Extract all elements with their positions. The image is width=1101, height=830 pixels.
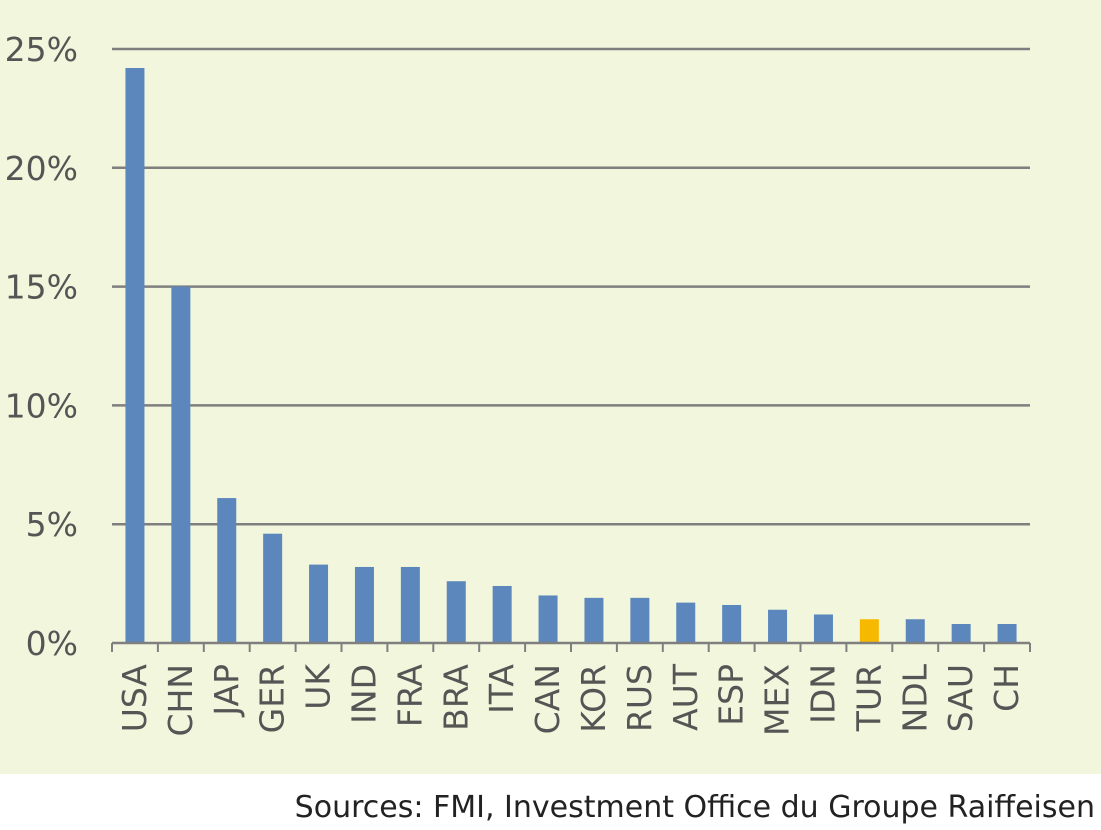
bar-mex bbox=[768, 609, 788, 643]
x-tick-label: AUT bbox=[666, 663, 705, 731]
bar-rus bbox=[630, 597, 650, 643]
bar-tur bbox=[859, 619, 879, 643]
x-tick-label: IDN bbox=[803, 664, 842, 724]
bar-uk bbox=[309, 564, 329, 643]
x-axis bbox=[111, 641, 1031, 652]
x-axis-tick-labels: USA CHN JAP GER UK IND FRA BRA ITA CAN KOR RUS AUT ES… bbox=[115, 663, 1026, 737]
bar-chn bbox=[171, 286, 191, 643]
bar-sau bbox=[951, 623, 971, 643]
chart-panel: 0% 5% 10% 15% 20% 25% USA CHN JAP GER UK IND FRA BRA… bbox=[0, 0, 1101, 774]
x-tick-label: KOR bbox=[574, 664, 613, 733]
source-note: Sources: FMI, Investment Office du Group… bbox=[294, 790, 1095, 825]
y-tick-label: 5% bbox=[26, 505, 78, 544]
y-tick-label: 15% bbox=[5, 268, 78, 307]
x-tick-label: IND bbox=[344, 664, 383, 724]
x-tick-label: CAN bbox=[528, 664, 567, 734]
x-tick-label: NDL bbox=[895, 663, 934, 732]
bars bbox=[125, 68, 1017, 644]
gridlines bbox=[112, 47, 1030, 526]
bar-esp bbox=[722, 604, 742, 643]
bar-usa bbox=[125, 68, 145, 644]
bar-kor bbox=[584, 597, 604, 643]
x-tick-label: CH bbox=[987, 664, 1026, 712]
y-tick-label: 0% bbox=[26, 624, 78, 663]
x-tick-label: RUS bbox=[620, 664, 659, 732]
x-tick-label: MEX bbox=[758, 664, 797, 736]
x-tick-label: ESP bbox=[712, 664, 751, 726]
bar-idn bbox=[813, 614, 833, 643]
bar-ger bbox=[263, 533, 283, 643]
bar-aut bbox=[676, 602, 696, 643]
y-tick-label: 10% bbox=[5, 386, 78, 425]
bar-can bbox=[538, 595, 558, 643]
x-tick-label: USA bbox=[115, 664, 154, 733]
bar-ind bbox=[354, 566, 374, 643]
x-tick-label: BRA bbox=[436, 664, 475, 731]
bar-jap bbox=[217, 498, 237, 643]
x-tick-label: ITA bbox=[482, 664, 521, 714]
bar-ch bbox=[997, 623, 1017, 643]
bar-ita bbox=[492, 585, 512, 643]
y-tick-label: 25% bbox=[5, 30, 78, 69]
bar-chart: 0% 5% 10% 15% 20% 25% USA CHN JAP GER UK IND FRA BRA… bbox=[5, 30, 1031, 737]
x-tick-label: TUR bbox=[849, 664, 888, 732]
x-tick-label: JAP bbox=[207, 664, 246, 718]
x-tick-label: UK bbox=[299, 663, 338, 710]
y-tick-label: 20% bbox=[5, 149, 78, 188]
bar-bra bbox=[446, 581, 466, 643]
bar-fra bbox=[400, 566, 420, 643]
y-axis-tick-labels: 0% 5% 10% 15% 20% 25% bbox=[5, 30, 78, 663]
bar-ndl bbox=[905, 619, 925, 643]
x-tick-label: CHN bbox=[161, 664, 200, 737]
x-tick-label: FRA bbox=[390, 664, 429, 728]
x-tick-label: GER bbox=[253, 664, 292, 733]
x-tick-label: SAU bbox=[941, 664, 980, 732]
